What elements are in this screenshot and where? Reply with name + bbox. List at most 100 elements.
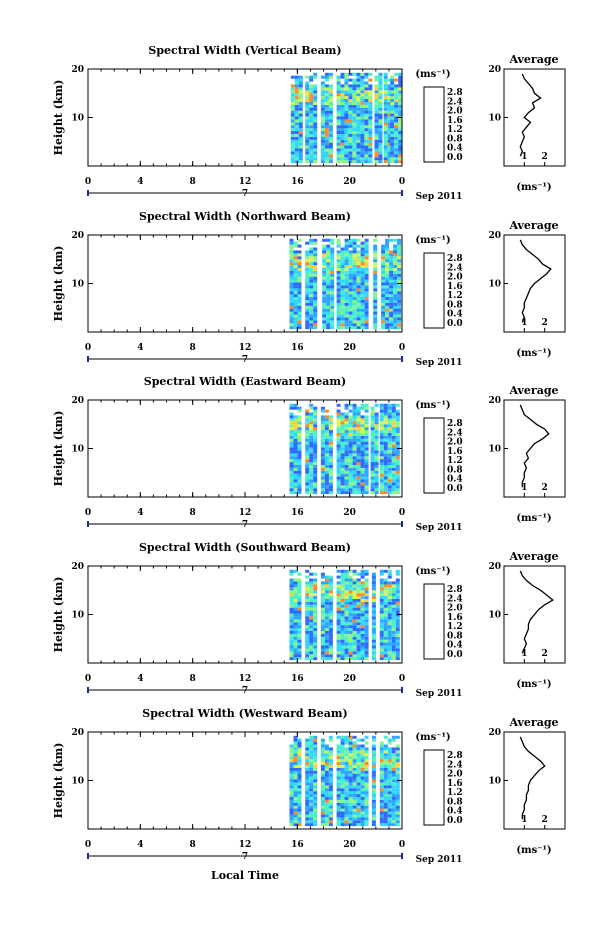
heatmap-cell — [313, 578, 318, 582]
heatmap-cell — [360, 81, 365, 85]
heatmap-cell — [356, 270, 361, 274]
heatmap-cell — [309, 633, 314, 637]
heatmap-cell — [289, 581, 294, 585]
heatmap-cell — [289, 802, 294, 806]
heatmap-cell — [383, 610, 388, 614]
heatmap-cell — [368, 84, 373, 88]
heatmap-cell — [348, 657, 353, 661]
heatmap-cell — [389, 305, 394, 309]
heatmap-cell — [344, 459, 349, 463]
heatmap-cell — [379, 770, 384, 774]
heatmap-cell — [309, 811, 314, 815]
heatmap-cell — [344, 788, 349, 792]
heatmap-cell — [293, 604, 298, 608]
heatmap-cell — [348, 759, 353, 763]
heatmap-cell — [352, 282, 357, 286]
heatmap-cell — [352, 262, 357, 266]
heatmap-cell — [379, 654, 384, 658]
heatmap-cell — [336, 462, 341, 465]
heatmap-cell — [368, 122, 373, 126]
heatmap-cell — [328, 779, 333, 783]
heatmap-cell — [387, 590, 392, 594]
heatmap-cell — [320, 110, 325, 114]
heatmap-cell — [379, 491, 384, 495]
heatmap-cell — [364, 817, 369, 821]
heatmap-cell — [348, 444, 353, 448]
heatmap-cell — [390, 128, 395, 132]
heatmap-cell — [293, 305, 298, 309]
heatmap-cell — [330, 241, 335, 245]
heatmap-cell — [309, 447, 314, 451]
heatmap-cell — [297, 814, 302, 818]
heatmap-cell — [326, 273, 331, 277]
heatmap-cell — [364, 622, 369, 626]
average-unit: (ms⁻¹) — [516, 513, 551, 524]
heatmap-cell — [305, 581, 310, 585]
heatmap-cell — [364, 160, 369, 164]
heatmap-cell — [324, 104, 329, 108]
heatmap-cell — [387, 747, 392, 751]
heatmap-cell — [395, 572, 400, 576]
heatmap-cell — [305, 613, 310, 617]
heatmap-cell — [387, 569, 392, 573]
heatmap-cell — [371, 648, 376, 652]
heatmap-cell — [297, 619, 302, 623]
heatmap-cell — [374, 104, 379, 108]
heatmap-cell — [352, 770, 357, 774]
heatmap-cell — [352, 453, 357, 457]
heatmap-cell — [340, 462, 345, 465]
heatmap-cell — [352, 785, 357, 789]
heatmap-cell — [356, 288, 361, 292]
heatmap-cell — [360, 613, 365, 617]
heatmap-cell — [383, 128, 388, 132]
heatmap-cell — [391, 598, 396, 602]
heatmap-cell — [340, 151, 345, 155]
heatmap-cell — [344, 157, 349, 161]
heatmap-cell — [305, 305, 310, 309]
heatmap-cell — [348, 473, 353, 477]
heatmap-cell — [374, 430, 379, 433]
heatmap-cell — [294, 93, 299, 97]
heatmap-cell — [326, 247, 331, 251]
heatmap-cell — [398, 75, 403, 79]
heatmap-cell — [360, 625, 365, 629]
heatmap-cell — [293, 636, 298, 640]
heatmap-cell — [336, 409, 341, 413]
heatmap-cell — [326, 305, 331, 309]
heatmap-cell — [364, 262, 369, 266]
heatmap-cell — [293, 823, 298, 827]
heatmap-cell — [383, 131, 388, 134]
heatmap-cell — [379, 628, 384, 631]
heatmap-cell — [360, 418, 365, 422]
heatmap-cell — [344, 747, 349, 751]
heatmap-cell — [340, 93, 345, 97]
heatmap-cell — [373, 253, 378, 257]
heatmap-cell — [373, 279, 378, 283]
heatmap-cell — [383, 96, 388, 100]
heatmap-cell — [352, 259, 357, 263]
heatmap-cell — [378, 99, 383, 102]
heatmap-cell — [352, 636, 357, 640]
heatmap-cell — [368, 128, 373, 132]
colorbar-label: 2.0 — [447, 438, 463, 448]
heatmap-cell — [374, 488, 379, 492]
heatmap-cell — [390, 90, 395, 94]
heatmap-cell — [330, 279, 335, 283]
heatmap-cell — [364, 119, 369, 123]
heatmap-cell — [395, 424, 400, 428]
heatmap-cell — [344, 619, 349, 623]
heatmap-cell — [324, 473, 329, 477]
heatmap-cell — [344, 802, 349, 806]
heatmap-cell — [370, 459, 375, 463]
heatmap-cell — [364, 447, 369, 451]
heatmap-cell — [328, 101, 333, 105]
heatmap-cell — [305, 259, 310, 263]
heatmap-cell — [344, 796, 349, 800]
heatmap-cell — [340, 593, 345, 597]
heatmap-cell — [395, 762, 400, 765]
heatmap-cell — [297, 820, 302, 824]
heatmap-cell — [320, 128, 325, 132]
heatmap-cell — [383, 625, 388, 629]
heatmap-cell — [289, 276, 294, 280]
heatmap-cell — [328, 418, 333, 422]
